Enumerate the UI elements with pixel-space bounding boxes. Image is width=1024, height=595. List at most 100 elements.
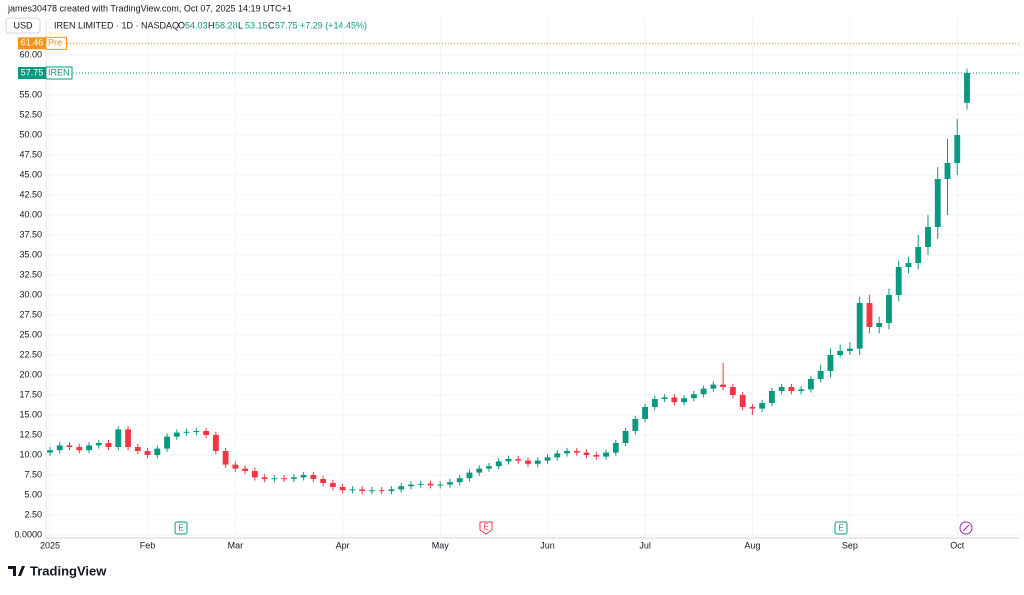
x-tick-label: May [432, 540, 450, 550]
candle-body [134, 447, 141, 451]
currency-button[interactable] [5, 17, 41, 34]
x-tick-label: Aug [744, 540, 760, 550]
candle-body [671, 397, 678, 403]
candle-body [934, 179, 941, 227]
x-tick-label: Oct [950, 540, 965, 550]
candle-body [173, 432, 180, 437]
candle-body [964, 73, 970, 103]
price-tag-name-box [45, 66, 73, 80]
y-tick-label: 37.50 [19, 229, 42, 239]
event-label: E [178, 524, 183, 533]
candle-body [154, 448, 161, 455]
price-tag-value: 61.46 [21, 38, 44, 48]
event-marker[interactable]: E [174, 521, 188, 535]
y-tick-label: 10.00 [19, 449, 42, 459]
candle-body [427, 483, 434, 486]
candle-body [193, 431, 200, 432]
x-tick-label: Feb [140, 540, 156, 550]
price-tag-name-box [45, 36, 67, 50]
candle-body [700, 388, 707, 395]
candle-body [583, 452, 590, 455]
candle-body [290, 477, 297, 479]
candle-body [437, 484, 444, 486]
candle-body [417, 483, 424, 485]
candle-body [339, 487, 346, 491]
candle-body [749, 407, 756, 409]
candle-body [759, 403, 766, 409]
ohlc-letter: L [238, 20, 243, 30]
ohlc-letter: H [208, 20, 215, 30]
candle-body [95, 443, 102, 446]
candle-body [661, 397, 668, 399]
candle-body [505, 459, 512, 462]
candle-body [544, 457, 551, 461]
event-label: E [483, 523, 488, 532]
price-tag-value: 57.75 [21, 67, 44, 77]
candle-body [944, 163, 951, 179]
candle-body [573, 451, 580, 453]
candle-body [271, 478, 278, 480]
candle-body [164, 436, 170, 449]
candle-body [710, 384, 717, 389]
candle-body [817, 371, 824, 379]
candle-body [729, 387, 736, 395]
y-tick-label: 60.00 [19, 49, 42, 59]
candle-body [388, 489, 395, 491]
candle-body [320, 479, 327, 483]
candle-body [310, 475, 317, 479]
y-tick-label: 20.00 [19, 369, 42, 379]
candle-body [486, 466, 492, 469]
candle-body [144, 451, 151, 455]
y-tick-label: 47.50 [19, 149, 42, 159]
candle-body [261, 477, 268, 479]
candle-body [447, 482, 453, 485]
grid [46, 18, 1020, 538]
candle-body [456, 478, 463, 483]
candle-body [212, 435, 219, 451]
candle-body [593, 455, 600, 457]
price-tag [18, 37, 46, 50]
candle-body [232, 464, 239, 469]
candle-body [329, 483, 336, 487]
y-tick-label: 22.50 [19, 349, 42, 359]
candle-body [739, 395, 746, 407]
event-marker[interactable]: E [479, 521, 493, 535]
candle-body [603, 452, 609, 457]
event-marker[interactable]: E [834, 521, 848, 535]
price-tag [18, 67, 46, 79]
candle-body [720, 384, 727, 387]
y-tick-label: 5.00 [24, 489, 42, 499]
candle-body [866, 303, 873, 327]
candle-body [300, 475, 307, 478]
candle-body [564, 451, 570, 454]
candle-body [105, 443, 112, 447]
candle-body [876, 323, 883, 327]
split-icon[interactable] [959, 521, 973, 535]
symbol: IREN LIMITED · 1D · NASDAQ [54, 20, 179, 30]
candle-body [466, 472, 473, 479]
candle-body [86, 445, 92, 451]
x-tick-label: 2025 [40, 540, 60, 550]
x-tick-label: Jul [639, 540, 651, 550]
candle-body [632, 419, 639, 431]
candle-body [359, 489, 366, 491]
x-tick-label: Sep [842, 540, 858, 550]
price-tag-name: IREN [48, 67, 70, 77]
candle-body [66, 445, 73, 447]
ohlc-legend: O 54.03 H 58.28 L 53.15 C 57.75 [178, 20, 298, 30]
candle-body [768, 391, 775, 403]
candle-body [651, 399, 658, 407]
candle-body [925, 227, 931, 247]
candle-body [525, 460, 531, 464]
x-tick-label: Mar [228, 540, 244, 550]
candle-body [827, 355, 834, 371]
candle-body [515, 459, 522, 461]
change: +7.29 (+14.45%) [300, 20, 367, 30]
candle-body [495, 461, 502, 467]
candle-body [222, 451, 229, 465]
ohlc-value: 53.15 [245, 20, 268, 30]
candle-body [115, 429, 122, 447]
candle-body [895, 267, 902, 295]
